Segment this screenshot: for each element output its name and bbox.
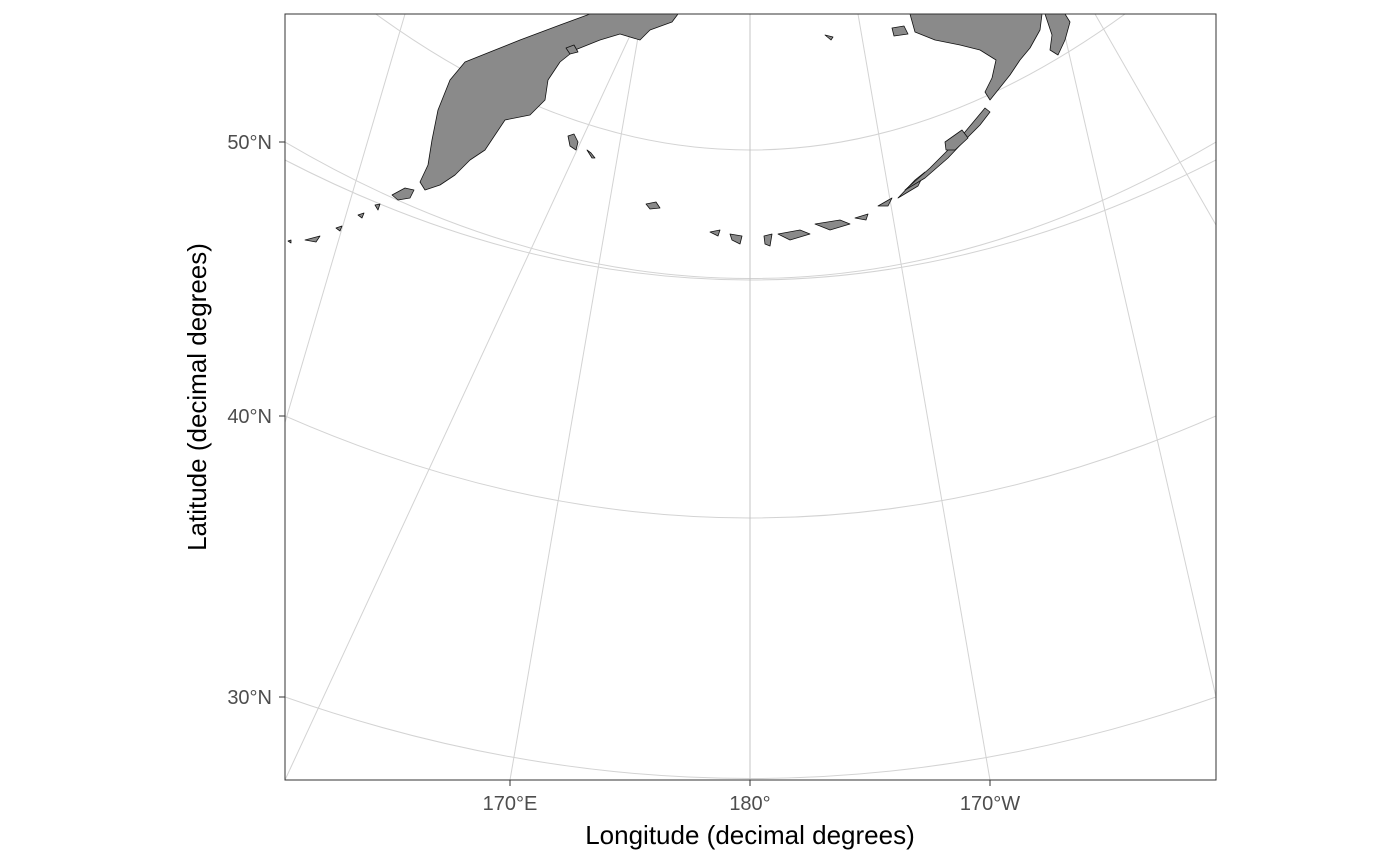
kuril-island-4 <box>304 235 321 243</box>
karaginsky-island <box>565 44 579 55</box>
nunivak-island <box>891 25 909 37</box>
x-tick-label-170w: 170°W <box>960 793 1020 815</box>
y-tick-label-40n: 40°N <box>227 406 272 428</box>
y-tick-label-30n: 30°N <box>227 687 272 709</box>
kamchatka-south-tip <box>391 187 415 201</box>
aleutian-fox-3 <box>877 197 893 207</box>
kuril-island-1 <box>374 203 381 211</box>
alaska-mainland <box>909 14 1043 101</box>
alaska-peninsula-south <box>904 107 991 191</box>
kenai-region <box>1044 14 1071 56</box>
meridian-160w <box>1059 14 1216 698</box>
y-tick-label-50n: 50°N <box>227 132 272 154</box>
kuril-island-3 <box>335 225 343 232</box>
aleutian-rat-islands-2 <box>729 233 743 245</box>
aleutian-andreanof-1 <box>763 233 773 247</box>
x-tick-label-170e: 170°E <box>483 793 538 815</box>
y-axis-title: Latitude (decimal degrees) <box>182 243 212 551</box>
aleutian-andreanof-2 <box>777 229 811 241</box>
aleutian-rat-islands-1 <box>709 229 721 237</box>
aleutian-fox-2 <box>854 213 869 221</box>
kommandorski-island-bering <box>567 133 579 151</box>
x-axis-title: Longitude (decimal degrees) <box>585 820 915 850</box>
x-tick-label-180: 180° <box>729 793 770 815</box>
meridian-170e <box>509 14 643 780</box>
kamchatka-peninsula <box>419 14 679 191</box>
map-layers <box>285 14 1216 780</box>
kommandorski-island-medny <box>586 149 596 159</box>
meridian-165e <box>285 14 641 780</box>
kodiak-island <box>944 129 969 151</box>
meridian-165w <box>1094 14 1216 226</box>
kuril-island-5 <box>287 239 292 244</box>
graticule <box>285 14 1216 780</box>
land <box>287 14 1071 247</box>
st-lawrence-spit <box>824 34 834 41</box>
meridian-170w <box>857 14 991 780</box>
aleutian-fox-1 <box>814 219 851 231</box>
aleutian-near-islands <box>645 201 661 210</box>
y-axis: 50°N 40°N 30°N Latitude (decimal degrees… <box>182 132 285 709</box>
meridian-160e <box>285 14 406 425</box>
x-axis: 170°E 180° 170°W Longitude (decimal degr… <box>483 780 1020 850</box>
kuril-island-2 <box>357 212 365 219</box>
